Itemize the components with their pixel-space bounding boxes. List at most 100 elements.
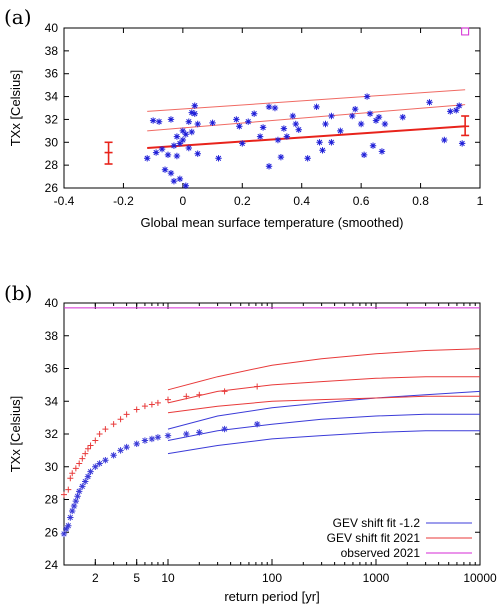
data-point-a xyxy=(173,133,181,140)
data-point-b-series-0 xyxy=(141,437,149,444)
data-point-b-series-0-glyph xyxy=(67,514,74,521)
x-tick-label-a: -0.2 xyxy=(113,194,134,208)
data-point-a xyxy=(295,126,302,133)
data-point-a xyxy=(185,118,192,125)
data-point-b-series-0 xyxy=(253,420,261,428)
data-point-b-series-1 xyxy=(102,426,109,433)
data-point-b-series-0 xyxy=(221,425,228,433)
data-point-a xyxy=(372,117,380,124)
data-point-b-series-0 xyxy=(96,460,103,467)
data-point-a xyxy=(188,109,195,116)
legend-label-2: observed 2021 xyxy=(341,546,421,560)
data-point-b-series-0 xyxy=(164,432,172,439)
data-point-a-glyph xyxy=(328,112,335,120)
data-point-a xyxy=(170,142,178,149)
data-point-b-series-0-glyph xyxy=(110,452,117,459)
data-point-b-series-1 xyxy=(61,491,67,498)
data-point-a xyxy=(381,120,389,128)
data-point-b-series-1 xyxy=(154,399,161,406)
data-point-a xyxy=(209,119,216,127)
data-point-b-series-0 xyxy=(133,440,140,448)
x-tick-label-a: 1 xyxy=(477,194,484,208)
data-point-a xyxy=(188,128,195,136)
data-point-b-series-0 xyxy=(63,525,70,533)
data-point-a xyxy=(447,108,454,115)
data-point-a-glyph xyxy=(295,126,302,133)
data-point-b-series-0 xyxy=(148,435,156,443)
data-point-b-series-1 xyxy=(141,403,148,410)
data-point-a xyxy=(441,136,448,144)
data-point-a xyxy=(277,153,285,161)
data-point-b-series-1 xyxy=(79,455,86,462)
data-point-a-glyph xyxy=(363,93,371,100)
data-point-a xyxy=(319,147,326,154)
data-point-b-series-1 xyxy=(87,442,94,449)
data-point-b-series-0 xyxy=(117,447,124,454)
data-point-a xyxy=(250,110,258,117)
data-point-a-glyph xyxy=(366,110,374,117)
data-point-b-series-0 xyxy=(79,483,86,490)
data-point-b-series-0 xyxy=(69,507,76,515)
data-point-a xyxy=(164,151,172,159)
data-point-a xyxy=(167,116,175,123)
y-axis-title-a: TXx [Celsius] xyxy=(8,70,23,147)
data-point-a-glyph xyxy=(149,117,157,124)
data-point-b-series-0-glyph xyxy=(133,440,140,448)
data-point-a-glyph xyxy=(349,112,356,120)
data-point-b-series-0-glyph xyxy=(221,425,228,433)
data-point-a-glyph xyxy=(176,140,184,147)
data-point-a xyxy=(155,118,163,125)
data-point-b-series-0-glyph xyxy=(102,457,109,464)
data-point-b-series-0-glyph xyxy=(117,447,124,454)
data-point-a xyxy=(283,133,291,140)
series-curve-1-0 xyxy=(167,348,481,391)
data-point-a-glyph xyxy=(185,118,192,125)
data-point-a xyxy=(274,136,282,144)
data-point-b-series-0 xyxy=(110,452,117,459)
x-tick-label-b: 5 xyxy=(133,571,140,585)
y-tick-label-b: 28 xyxy=(45,493,59,507)
x-tick-label-b: 1000 xyxy=(363,571,390,585)
y-tick-label-b: 36 xyxy=(45,362,59,376)
data-point-a xyxy=(191,110,198,117)
data-point-a-glyph xyxy=(182,182,190,189)
data-point-a-glyph xyxy=(265,163,273,170)
data-point-b-series-0-glyph xyxy=(96,460,103,467)
data-point-a xyxy=(239,140,246,147)
data-point-a-glyph xyxy=(158,145,166,153)
y-tick-label-a: 40 xyxy=(45,21,59,35)
data-point-b-series-0 xyxy=(92,463,99,470)
data-point-a-glyph xyxy=(176,175,184,183)
data-point-a xyxy=(375,113,383,121)
data-point-b-series-1 xyxy=(221,388,228,395)
data-point-b-series-0-glyph xyxy=(196,429,203,436)
data-point-b-series-0-glyph xyxy=(148,435,156,443)
data-point-a-glyph xyxy=(182,131,190,138)
plot-frame-a xyxy=(63,27,481,189)
data-point-a xyxy=(245,118,252,125)
data-point-a-glyph xyxy=(194,150,201,157)
data-point-a xyxy=(328,112,335,120)
data-point-a-glyph xyxy=(316,139,323,146)
data-point-a-glyph xyxy=(458,140,466,147)
data-point-b-series-0-glyph xyxy=(253,420,261,428)
data-point-a-glyph xyxy=(209,119,216,127)
data-point-a xyxy=(158,145,166,153)
data-point-a xyxy=(304,155,311,162)
series-curve-0-1 xyxy=(167,413,480,441)
x-tick-label-a: -0.4 xyxy=(54,194,75,208)
data-point-a xyxy=(292,120,299,128)
x-tick-label-a: 0 xyxy=(180,194,187,208)
data-point-b-series-0-glyph xyxy=(84,473,92,480)
data-point-a-glyph xyxy=(173,152,181,160)
data-point-a xyxy=(182,182,190,189)
data-point-a-glyph xyxy=(167,116,175,123)
data-point-a-glyph xyxy=(375,113,383,121)
data-point-b-series-0 xyxy=(154,434,162,441)
y-tick-label-a: 36 xyxy=(45,67,59,81)
data-point-b-series-1 xyxy=(76,460,83,467)
data-point-a-glyph xyxy=(274,136,282,144)
data-point-a xyxy=(456,102,463,109)
data-point-a xyxy=(399,113,406,121)
